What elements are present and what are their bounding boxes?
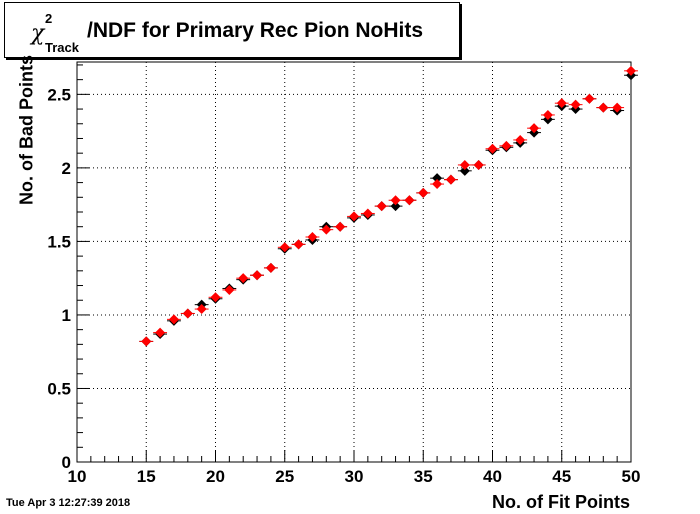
series-1 [139,65,638,347]
data-point [612,102,623,113]
data-points [139,65,638,347]
x-tick-label: 25 [275,467,294,486]
data-point [515,134,526,145]
data-point [445,174,456,185]
y-tick-label: 2.5 [47,85,71,104]
data-point [459,159,470,170]
axes: 10 15 20 25 30 35 40 45 50 0 0.5 1 1.5 2 2.5 [47,61,641,486]
data-point [321,224,332,235]
chart-title: χ 2 Track /NDF for Primary Rec Pion NoHi… [4,2,460,58]
data-point [335,221,346,232]
x-tick-label: 10 [68,467,87,486]
x-tick-label: 35 [414,467,433,486]
x-tick-label: 30 [345,467,364,486]
data-point [432,173,443,184]
data-point [626,65,636,76]
x-axis-label: No. of Fit Points [492,492,630,512]
data-point [265,262,276,273]
data-point [210,292,221,303]
title-chi-symbol: χ [31,21,45,46]
data-point [279,242,290,253]
data-point [473,159,484,170]
data-point [376,201,387,212]
data-point [224,284,235,295]
x-tick-label: 50 [622,467,641,486]
data-point [390,195,401,206]
data-point [432,179,443,190]
series-0 [139,70,638,347]
x-tick-label: 15 [137,467,156,486]
y-tick-label: 1 [62,306,71,325]
x-tick-label: 40 [483,467,502,486]
timestamp: Tue Apr 3 12:27:39 2018 [6,497,131,509]
title-superscript: 2 [45,11,53,26]
x-tick-label: 20 [206,467,225,486]
data-point [529,123,540,134]
y-tick-label: 0.5 [47,379,71,398]
y-axis-label: No. of Bad Points [16,55,37,205]
data-point [362,208,373,219]
grid [77,62,631,462]
data-point [404,195,415,206]
data-point [570,99,581,110]
data-point [293,239,304,250]
data-point [238,273,249,284]
y-tick-label: 2 [62,159,71,178]
data-point [196,304,207,315]
data-point [418,187,429,198]
data-point [155,327,166,338]
data-point [584,93,595,104]
data-point [141,336,152,347]
data-point [542,109,553,120]
data-point [168,314,179,325]
data-point [598,102,609,113]
data-point [501,140,512,151]
data-point [390,201,401,212]
data-point [307,232,318,242]
x-tick-label: 45 [552,467,571,486]
title-subscript: Track [45,40,79,55]
data-point [252,270,263,281]
data-point [556,98,567,109]
data-point [459,165,470,176]
data-point [182,308,193,319]
title-text: /NDF for Primary Rec Pion NoHits [87,19,424,42]
y-tick-label: 0 [62,453,71,472]
data-point [349,211,359,222]
y-tick-label: 1.5 [47,232,71,251]
data-point [487,143,498,154]
